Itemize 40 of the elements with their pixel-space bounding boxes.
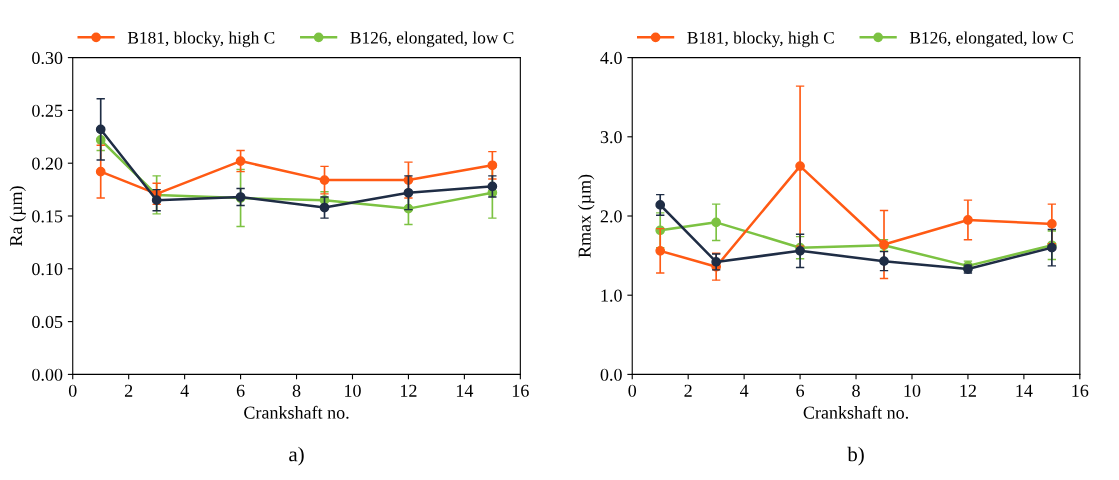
x-tick-label: 6 bbox=[796, 384, 805, 397]
y-tick-label: 0.20 bbox=[32, 157, 63, 170]
legend-label: B126, elongated, low C bbox=[909, 31, 1073, 48]
x-tick-label: 16 bbox=[1072, 384, 1089, 397]
y-tick-label: 0.15 bbox=[32, 210, 63, 223]
y-tick-label: 4.0 bbox=[600, 51, 622, 65]
x-tick-label: 12 bbox=[960, 384, 976, 397]
y-tick-label: 1.0 bbox=[601, 289, 622, 302]
y-tick-label: 2.0 bbox=[600, 210, 622, 223]
x-tick-label: 4 bbox=[739, 384, 749, 397]
x-tick-label: 2 bbox=[124, 384, 133, 397]
legend-label: B181, blocky, high C bbox=[127, 31, 275, 48]
y-tick-label: 0.25 bbox=[32, 104, 63, 117]
x-axis-title: Crankshaft no. bbox=[803, 405, 908, 419]
x-tick-label: 14 bbox=[456, 384, 474, 397]
text: b) bbox=[847, 446, 864, 466]
x-tick-label: 8 bbox=[852, 384, 860, 397]
y-axis-title: Ra (µm) bbox=[9, 186, 26, 246]
y-tick-label: 0.0 bbox=[600, 368, 622, 381]
y-tick-label: 0.05 bbox=[32, 315, 63, 329]
x-axis-title: Crankshaft no. bbox=[244, 405, 349, 419]
x-tick-label: 0 bbox=[68, 384, 77, 397]
y-tick-label: 0.10 bbox=[32, 263, 63, 276]
text: a) bbox=[289, 446, 304, 466]
x-tick-label: 12 bbox=[401, 384, 417, 397]
x-tick-label: 6 bbox=[236, 384, 245, 397]
x-tick-label: 10 bbox=[345, 384, 361, 397]
x-tick-label: 4 bbox=[180, 384, 189, 397]
x-tick-label: 8 bbox=[292, 384, 301, 397]
x-tick-label: 2 bbox=[684, 384, 692, 397]
x-tick-label: 14 bbox=[1016, 384, 1033, 397]
y-axis-title: Rmax (µm) bbox=[578, 174, 595, 258]
y-tick-label: 0.00 bbox=[32, 368, 63, 381]
x-tick-label: 0 bbox=[628, 384, 637, 397]
legend-label: B181, blocky, high C bbox=[687, 31, 834, 48]
y-tick-label: 3.0 bbox=[600, 131, 622, 144]
x-tick-label: 16 bbox=[512, 384, 529, 397]
legend-label: B126, elongated, low C bbox=[350, 31, 514, 48]
x-tick-label: 10 bbox=[904, 384, 921, 397]
y-tick-label: 0.30 bbox=[32, 51, 63, 65]
